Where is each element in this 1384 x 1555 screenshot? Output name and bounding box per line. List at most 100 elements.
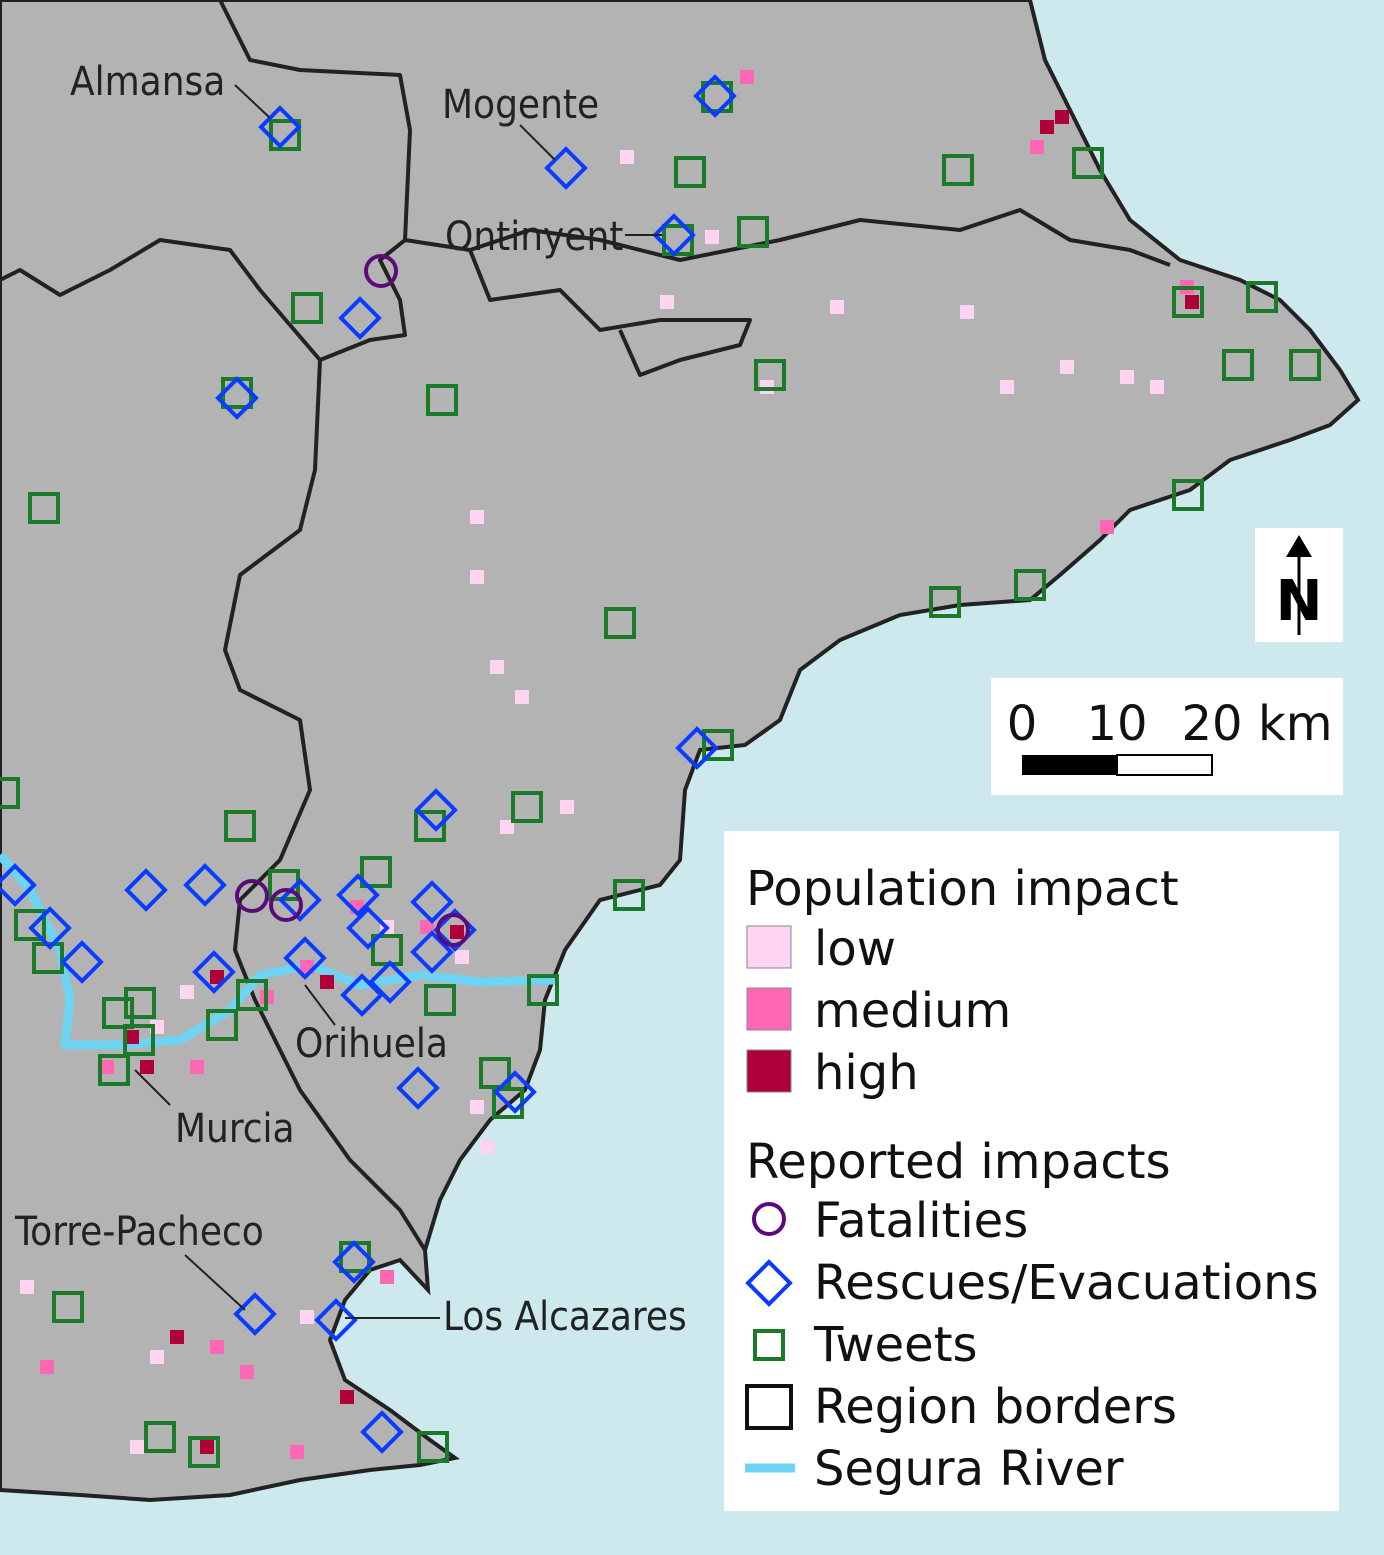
tweet-marker xyxy=(1172,286,1204,318)
population-cells xyxy=(20,70,1199,1459)
legend-label: Fatalities xyxy=(814,1193,1028,1249)
legend-title: Population impact xyxy=(746,861,1179,917)
tweet-marker xyxy=(424,984,456,1016)
tweet-marker xyxy=(224,810,256,842)
rescue-marker xyxy=(183,863,227,907)
population-cell xyxy=(1060,360,1074,374)
place-label: Orihuela xyxy=(295,1021,448,1067)
north-label: N xyxy=(1276,569,1323,634)
scale-tick: 10 xyxy=(1086,696,1147,752)
legend-label: Tweets xyxy=(813,1317,978,1373)
rescue-marker xyxy=(493,1070,537,1114)
population-cell xyxy=(100,1060,114,1074)
rescue-marker xyxy=(368,960,412,1004)
tweet-marker xyxy=(527,974,559,1006)
population-cell xyxy=(420,920,434,934)
population-cell xyxy=(1040,120,1054,134)
population-cell xyxy=(660,295,674,309)
population-cell xyxy=(240,1365,254,1379)
population-cell xyxy=(300,1310,314,1324)
rescue-marker xyxy=(336,873,380,917)
rescue-marker xyxy=(124,868,168,912)
population-cell xyxy=(130,1440,144,1454)
rescue-marker xyxy=(346,906,390,950)
population-cell xyxy=(500,820,514,834)
population-cell xyxy=(705,230,719,244)
tweet-marker xyxy=(1289,349,1321,381)
population-cell xyxy=(1055,110,1069,124)
tweet-marker xyxy=(1222,349,1254,381)
region-border xyxy=(0,0,412,362)
tweet-marker xyxy=(52,1291,84,1323)
rescue-marker xyxy=(410,930,454,974)
rescue-marker xyxy=(332,1240,376,1284)
fatality-marker xyxy=(364,254,398,288)
place-label: Los Alcazares xyxy=(443,1294,687,1340)
population-cell xyxy=(470,570,484,584)
tweet-marker xyxy=(123,1024,155,1056)
rescue-marker xyxy=(414,788,458,832)
rescue-marker xyxy=(338,296,382,340)
region-border xyxy=(469,208,1171,267)
tweet-marker xyxy=(417,1431,449,1463)
population-cell xyxy=(1120,370,1134,384)
population-cell xyxy=(340,1390,354,1404)
population-cell xyxy=(380,1270,394,1284)
population-cell xyxy=(830,300,844,314)
rescue-marker xyxy=(278,878,322,922)
population-cell xyxy=(210,970,224,984)
population-cell xyxy=(450,925,464,939)
rescue-marker xyxy=(396,1066,440,1110)
population-cell xyxy=(140,1060,154,1074)
population-cell xyxy=(455,950,469,964)
rescue-marker xyxy=(60,940,104,984)
population-cell xyxy=(1000,380,1014,394)
tweet-marker xyxy=(942,154,974,186)
tweet-marker xyxy=(604,607,636,639)
tweet-marker xyxy=(236,979,268,1011)
legend-label: medium xyxy=(814,983,1011,1039)
rescue-marker xyxy=(360,1410,404,1454)
population-cell xyxy=(20,1280,34,1294)
tweet-marker xyxy=(124,987,156,1019)
north-arrow-box: N xyxy=(1255,528,1343,642)
place-label: Torre-Pacheco xyxy=(14,1209,264,1255)
tweet-marker xyxy=(737,216,769,248)
population-cell xyxy=(470,1100,484,1114)
population-cell xyxy=(125,1030,139,1044)
rescue-marker xyxy=(192,950,236,994)
place-label: Mogente xyxy=(442,82,599,128)
tweet-marker xyxy=(291,292,323,324)
population-cell xyxy=(960,305,974,319)
place-label: Murcia xyxy=(175,1106,295,1152)
population-cell xyxy=(620,150,634,164)
legend-label: high xyxy=(814,1045,919,1101)
legend-label: Rescues/Evacuations xyxy=(814,1255,1319,1311)
fatality-marker xyxy=(235,879,269,913)
legend-label: Region borders xyxy=(814,1379,1177,1435)
tweet-marker xyxy=(188,1436,220,1468)
rescue-marker xyxy=(215,376,259,420)
leader-line xyxy=(519,124,556,161)
population-cell xyxy=(320,975,334,989)
population-cell xyxy=(200,1440,214,1454)
place-labels xyxy=(134,84,662,1319)
tweet-marker xyxy=(1072,147,1104,179)
tweet-marker xyxy=(1172,479,1204,511)
population-cell xyxy=(515,690,529,704)
population-cell xyxy=(1100,520,1114,534)
population-cell xyxy=(740,70,754,84)
tweet-marker xyxy=(511,791,543,823)
tweet-marker xyxy=(414,810,446,842)
rescue-marker xyxy=(0,863,37,907)
population-cell xyxy=(180,985,194,999)
tweet-marker xyxy=(1014,569,1046,601)
legend-label: Segura River xyxy=(814,1441,1124,1497)
population-cell xyxy=(40,1360,54,1374)
tweet-marker xyxy=(14,909,46,941)
tweet-marker xyxy=(0,777,20,809)
tweet-marker xyxy=(426,384,458,416)
tweet-marker xyxy=(702,729,734,761)
tweet-marker xyxy=(754,359,786,391)
